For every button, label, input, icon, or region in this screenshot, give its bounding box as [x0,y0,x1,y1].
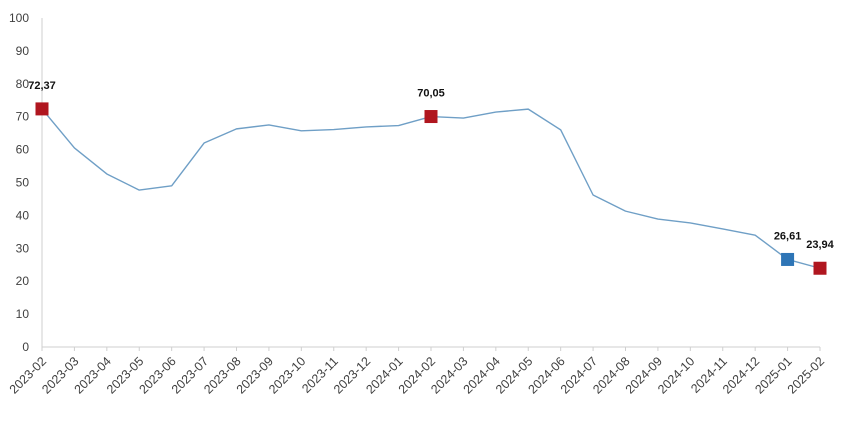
data-point [203,142,206,145]
data-point [559,128,562,131]
y-tick-label: 80 [16,77,30,91]
series-line-group [41,108,821,269]
y-tick-label: 60 [16,143,30,157]
highlight-markers [35,102,827,275]
data-point [689,221,692,224]
data-point [592,194,595,197]
y-tick-label: 90 [16,44,30,58]
data-point [754,234,757,237]
y-axis-tick-labels: 0 10 20 30 40 50 60 70 80 90 100 [9,11,29,354]
data-point [73,146,76,149]
data-label: 23,94 [806,239,834,251]
y-tick-label: 10 [16,307,30,321]
y-tick-label: 30 [16,241,30,255]
data-points [41,107,822,269]
data-point [300,129,303,132]
highlight-marker [424,110,438,124]
data-point [267,123,270,126]
data-point [397,124,400,127]
y-tick-label: 100 [9,11,29,25]
highlight-marker [813,261,827,275]
data-point [721,227,724,230]
y-tick-label: 40 [16,208,30,222]
y-tick-label: 0 [22,340,29,354]
data-point [105,172,108,175]
highlight-marker [781,252,795,266]
series-line [41,108,821,269]
data-point [462,117,465,120]
data-label: 26,61 [774,230,802,242]
y-tick-label: 20 [16,274,30,288]
data-point [332,128,335,131]
data-point [170,184,173,187]
data-point [624,210,627,213]
data-point [365,125,368,128]
data-point [235,127,238,130]
axes [41,18,821,351]
y-tick-label: 50 [16,176,30,190]
highlight-marker [35,102,49,116]
data-point [656,218,659,221]
x-tick-label: 2025-02 [785,354,827,396]
data-point [494,111,497,114]
data-label: 70,05 [417,88,445,100]
y-tick-label: 70 [16,110,30,124]
data-label: 72,37 [28,80,56,92]
data-labels: 72,37 70,05 26,61 23,94 [28,80,834,251]
x-axis-tick-labels: 2023-022023-032023-042023-052023-062023-… [7,354,827,396]
data-point [138,189,141,192]
data-point [527,108,530,111]
